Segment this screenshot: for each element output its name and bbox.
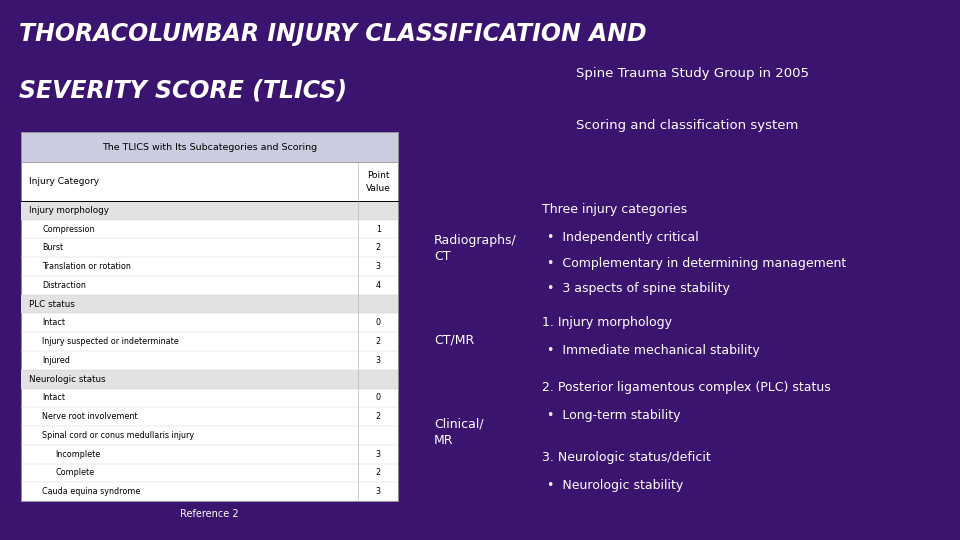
Text: Reference 2: Reference 2 [180,509,239,519]
Text: 4: 4 [375,281,381,290]
Text: Clinical/
MR: Clinical/ MR [434,417,484,447]
FancyBboxPatch shape [21,132,398,501]
Text: Spine Trauma Study Group in 2005: Spine Trauma Study Group in 2005 [576,68,809,80]
Text: 2: 2 [375,412,381,421]
Text: •  Long-term stability: • Long-term stability [547,409,681,422]
FancyBboxPatch shape [21,370,398,389]
Text: •  Complementary in determining management: • Complementary in determining managemen… [547,256,847,269]
Text: •  Neurologic stability: • Neurologic stability [547,479,684,492]
Text: Injury morphology: Injury morphology [29,206,108,215]
Text: •  Immediate mechanical stability: • Immediate mechanical stability [547,344,760,357]
Text: SEVERITY SCORE (TLICS): SEVERITY SCORE (TLICS) [19,78,348,102]
Text: 1: 1 [375,225,381,233]
Text: 0: 0 [375,394,381,402]
Text: CT/MR: CT/MR [434,334,474,347]
Text: Incomplete: Incomplete [56,450,101,458]
Text: 2: 2 [375,469,381,477]
Text: Complete: Complete [56,469,95,477]
Text: 3: 3 [375,356,381,365]
Text: 3: 3 [375,487,381,496]
Text: •  3 aspects of spine stability: • 3 aspects of spine stability [547,282,730,295]
FancyBboxPatch shape [21,201,398,220]
Text: 1. Injury morphology: 1. Injury morphology [542,316,672,329]
Text: 3: 3 [375,450,381,458]
Text: PLC status: PLC status [29,300,75,308]
Text: Point: Point [367,171,390,180]
Text: Three injury categories: Three injury categories [542,202,687,215]
Text: Cauda equina syndrome: Cauda equina syndrome [42,487,140,496]
Text: 2: 2 [375,244,381,252]
FancyBboxPatch shape [21,295,398,313]
Text: Intact: Intact [42,319,65,327]
Text: 3: 3 [375,262,381,271]
Text: 2. Posterior ligamentous complex (PLC) status: 2. Posterior ligamentous complex (PLC) s… [542,381,831,394]
Text: The TLICS with Its Subcategories and Scoring: The TLICS with Its Subcategories and Sco… [102,143,318,152]
Text: Neurologic status: Neurologic status [29,375,106,383]
Text: Translation or rotation: Translation or rotation [42,262,132,271]
Text: Radiographs/
CT: Radiographs/ CT [434,234,516,263]
Text: Injury suspected or indeterminate: Injury suspected or indeterminate [42,337,179,346]
Text: Injury Category: Injury Category [29,177,99,186]
Text: Compression: Compression [42,225,95,233]
Text: Spinal cord or conus medullaris injury: Spinal cord or conus medullaris injury [42,431,194,440]
Text: 3. Neurologic status/deficit: 3. Neurologic status/deficit [542,451,711,464]
FancyBboxPatch shape [21,132,398,162]
Text: Intact: Intact [42,394,65,402]
Text: 0: 0 [375,319,381,327]
Text: •  Independently critical: • Independently critical [547,231,699,244]
Text: Distraction: Distraction [42,281,86,290]
Text: Scoring and classification system: Scoring and classification system [576,119,799,132]
Text: Burst: Burst [42,244,63,252]
Text: Injured: Injured [42,356,70,365]
Text: 2: 2 [375,337,381,346]
Text: Value: Value [366,184,391,193]
Text: Nerve root involvement: Nerve root involvement [42,412,137,421]
Text: THORACOLUMBAR INJURY CLASSIFICATION AND: THORACOLUMBAR INJURY CLASSIFICATION AND [19,22,647,45]
